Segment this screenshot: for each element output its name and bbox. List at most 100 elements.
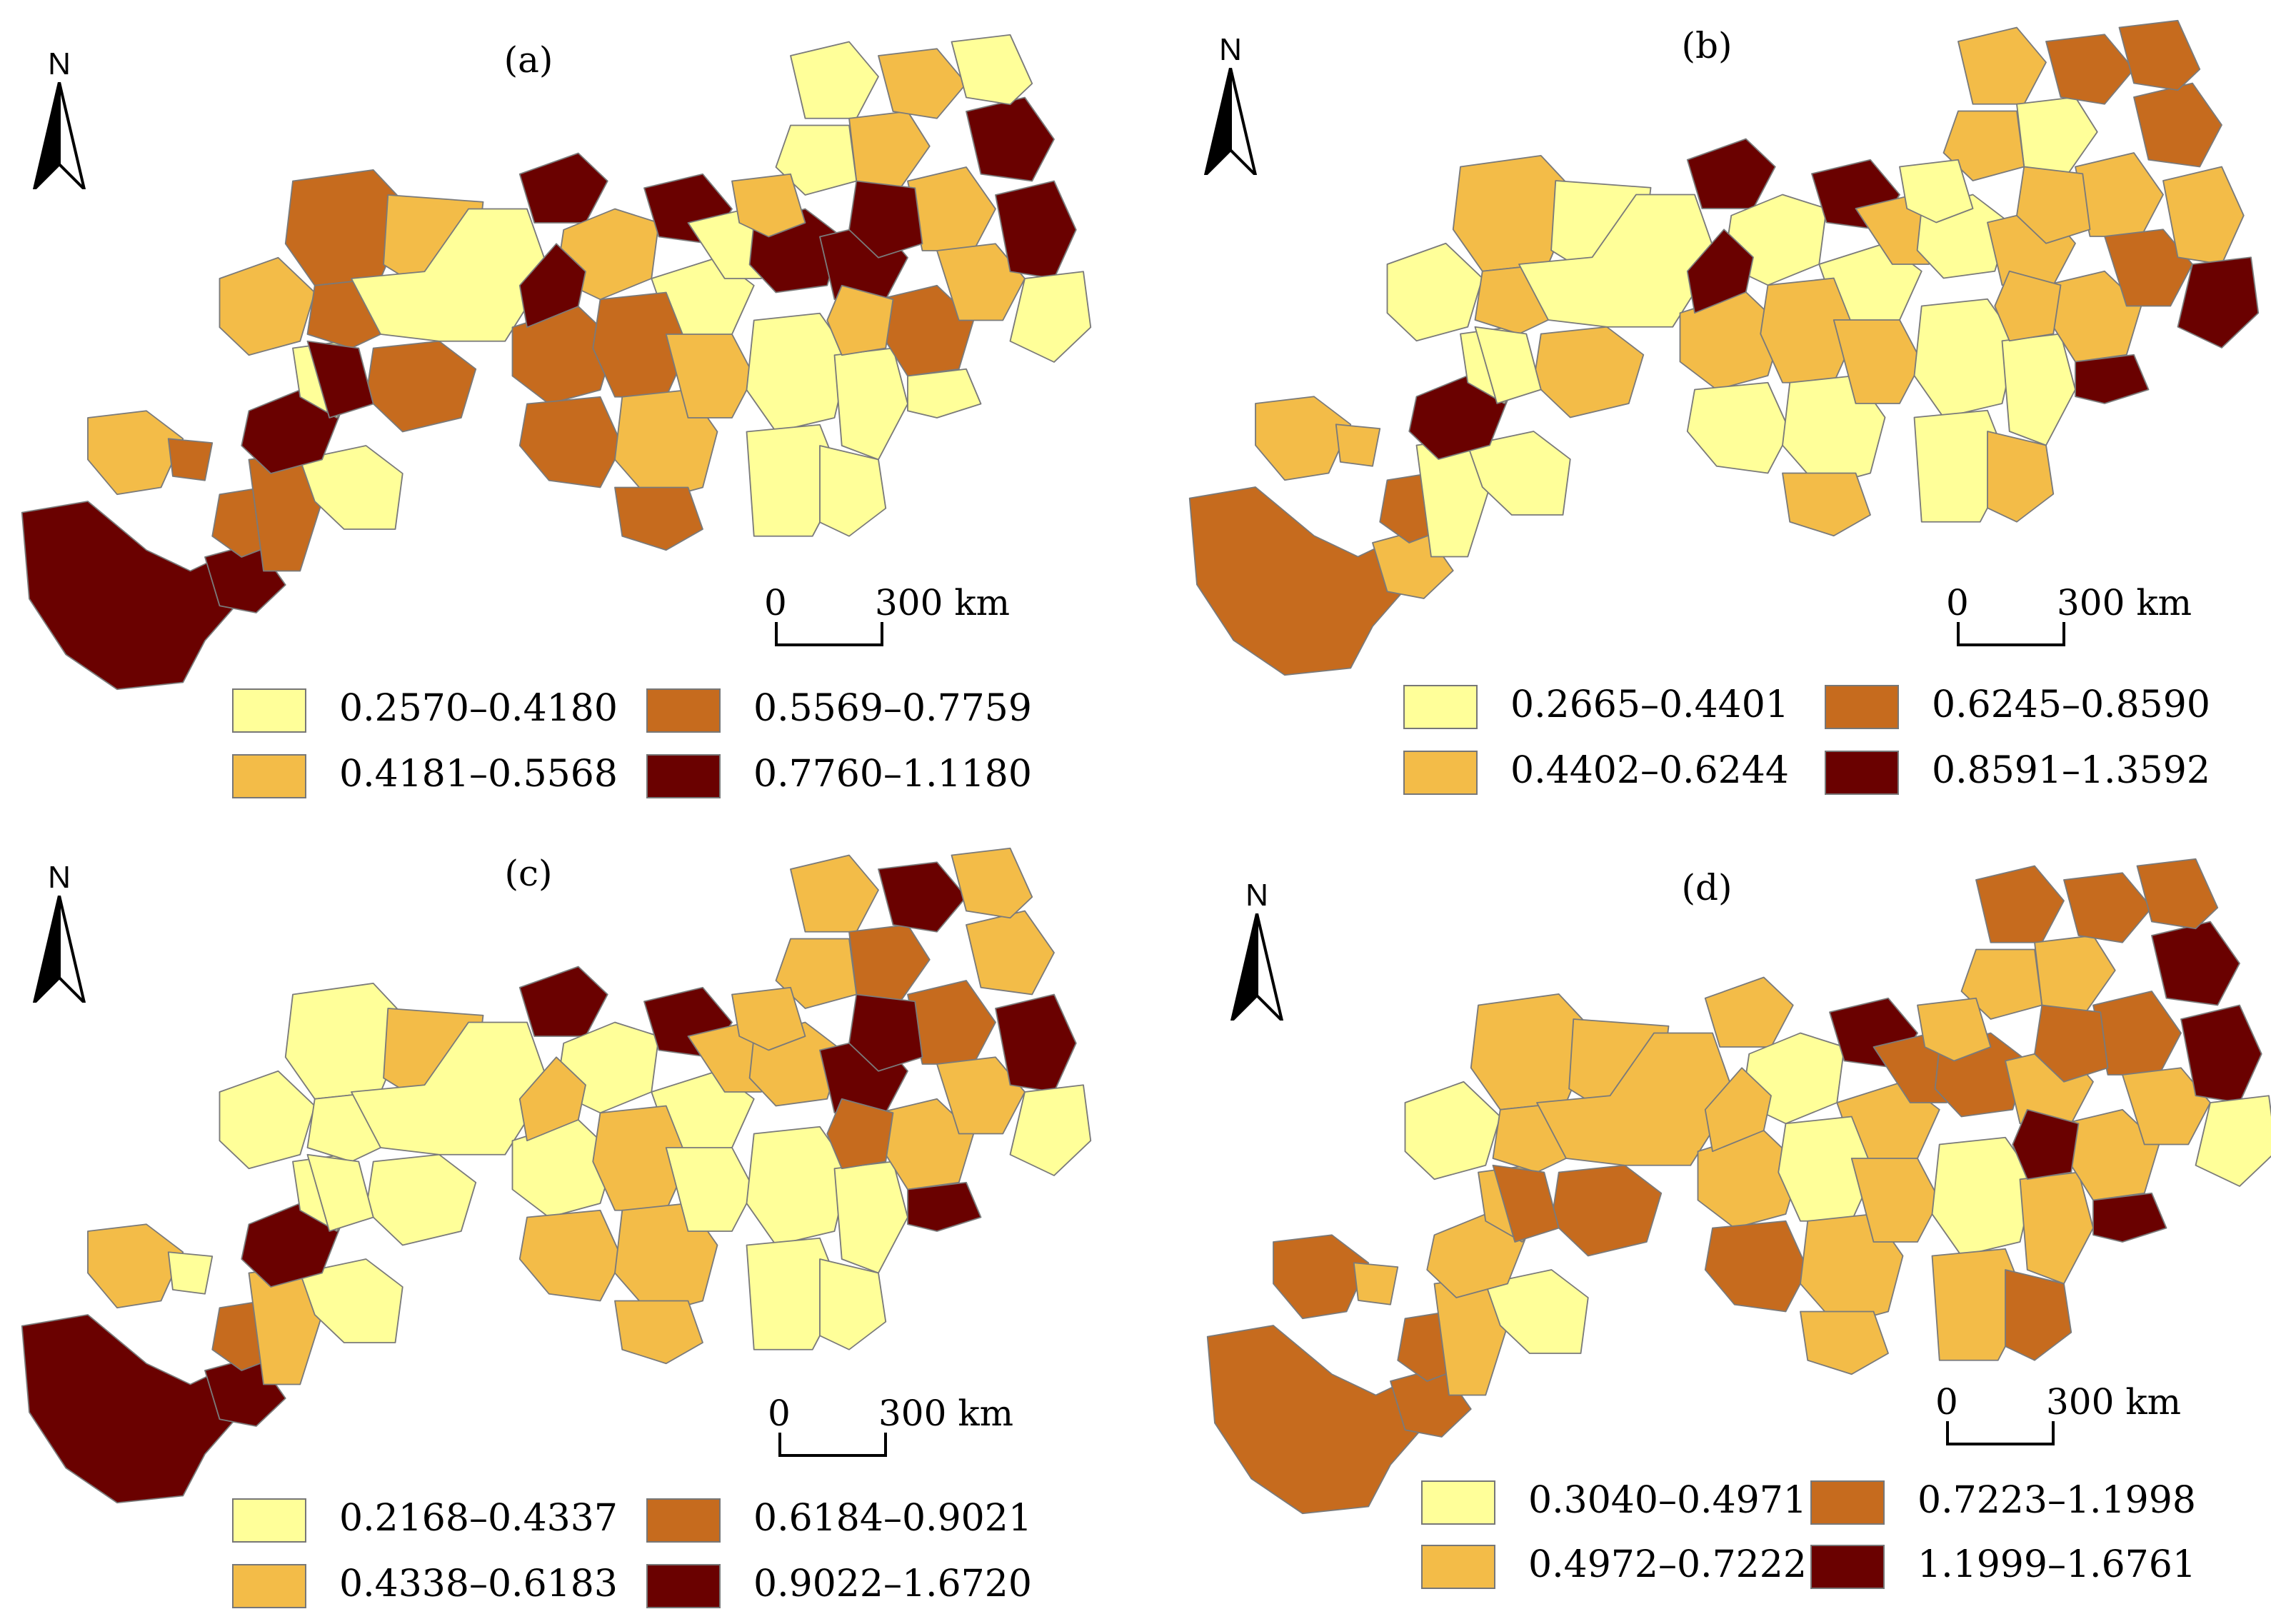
region-se-3	[835, 349, 908, 460]
scale-zero-label: 0	[1935, 1381, 1958, 1423]
legend-swatch	[1421, 1545, 1495, 1589]
region-ne-3	[878, 862, 966, 932]
legend-item-class4: 0.7760–1.1180	[646, 751, 1061, 801]
scale-bar-line	[778, 1433, 1036, 1461]
legend-item-class2: 0.4338–0.6183	[232, 1561, 646, 1611]
legend-swatch	[1810, 1545, 1885, 1589]
legend-item-class1: 0.3040–0.4971	[1421, 1478, 1835, 1528]
legend-label: 0.4972–0.7222	[1528, 1543, 1807, 1586]
legend-swatch	[1403, 685, 1478, 729]
region-se-3	[835, 1162, 908, 1273]
region-ne-9	[2178, 257, 2259, 348]
region-nw-1	[220, 258, 315, 356]
north-arrow: N	[27, 46, 91, 189]
region-isle-2	[169, 438, 213, 481]
region-se-4	[820, 446, 886, 536]
legend-swatch	[646, 1498, 721, 1543]
region-se-3	[2020, 1173, 2094, 1284]
legend-item-class3: 0.6184–0.9021	[646, 1495, 1061, 1545]
region-ne-6	[2152, 922, 2240, 1006]
region-ne-2	[849, 111, 930, 188]
scale-distance-label: 300 km	[878, 1393, 1013, 1434]
north-letter: N	[1198, 32, 1263, 68]
legend-swatch	[1810, 1480, 1885, 1525]
region-isle-2	[169, 1252, 213, 1294]
region-c-6	[520, 397, 623, 488]
legend-label: 0.5569–0.7759	[753, 687, 1032, 730]
legend-swatch	[1825, 751, 1899, 795]
scale-distance-label: 300 km	[875, 582, 1010, 623]
region-se-4	[820, 1259, 886, 1350]
region-ne-2	[849, 925, 930, 1001]
north-arrow: N	[1198, 32, 1263, 175]
region-c-6	[520, 1211, 623, 1301]
north-letter: N	[1225, 878, 1289, 913]
legend-item-class3: 0.6245–0.8590	[1825, 682, 2239, 732]
region-ne-10	[2120, 21, 2200, 91]
map-panel-a: (a) N 0 300 km 0.2570–0.4180 0.4181–0.55…	[0, 0, 1136, 810]
legend-label: 0.9022–1.6720	[753, 1563, 1032, 1605]
region-west-bulge	[22, 501, 242, 689]
legend-item-class4: 0.8591–1.3592	[1825, 748, 2239, 798]
legend-swatch	[1825, 685, 1899, 729]
region-c-6	[1705, 1221, 1808, 1312]
region-ne-2	[2035, 936, 2115, 1012]
legend-swatch	[646, 1564, 721, 1608]
map-panel-b: (b) N 0 300 km 0.2665–0.4401 0.4402–0.62…	[1136, 0, 2271, 810]
legend-item-class3: 0.7223–1.1998	[1810, 1478, 2225, 1528]
region-c-n-1	[1688, 139, 1775, 209]
region-nw-5	[366, 1155, 476, 1245]
region-ne-3	[878, 49, 966, 119]
region-ne-10	[2137, 859, 2218, 929]
scale-distance-label: 300 km	[2046, 1381, 2181, 1423]
north-arrow-icon	[1228, 913, 1285, 1021]
scale-bar: 0 300 km	[775, 582, 1032, 653]
panel-title: (a)	[504, 39, 553, 81]
region-e-4	[908, 369, 981, 418]
legend-label: 0.4338–0.6183	[339, 1563, 618, 1605]
scale-bar-line	[1946, 1421, 2203, 1450]
map-panel-d: (d) N 0 300 km 0.3040–0.4971 0.4972–0.72…	[1136, 810, 2271, 1620]
panel-title: (b)	[1681, 25, 1732, 66]
region-c-n-1	[520, 154, 608, 224]
legend-label: 0.6184–0.9021	[753, 1497, 1032, 1540]
legend-swatch	[232, 754, 306, 798]
region-isle-1	[1273, 1235, 1368, 1318]
region-isle-1	[88, 411, 183, 494]
region-e-4	[908, 1183, 981, 1231]
scale-zero-label: 0	[764, 582, 787, 623]
region-se-3	[2002, 334, 2076, 446]
scale-zero-label: 0	[768, 1393, 791, 1434]
north-arrow: N	[27, 860, 91, 1003]
legend-item-class1: 0.2168–0.4337	[232, 1495, 646, 1545]
region-nw-5	[366, 341, 476, 432]
legend: 0.2168–0.4337 0.4338–0.6183 0.6184–0.902…	[232, 1495, 1061, 1624]
legend-item-class1: 0.2570–0.4180	[232, 686, 646, 736]
north-arrow-icon	[31, 82, 88, 189]
legend-label: 0.2665–0.4401	[1510, 683, 1789, 726]
legend-label: 0.6245–0.8590	[1932, 683, 2210, 726]
scale-bar: 0 300 km	[778, 1393, 1036, 1464]
region-west-bulge	[22, 1315, 242, 1503]
region-nw-1	[220, 1071, 315, 1169]
region-c-8	[615, 488, 703, 551]
region-ne-1	[791, 856, 878, 932]
north-letter: N	[27, 46, 91, 82]
legend-swatch	[232, 1564, 306, 1608]
legend-item-class2: 0.4181–0.5568	[232, 751, 646, 801]
scale-distance-label: 300 km	[2057, 582, 2192, 623]
legend-label: 0.7760–1.1180	[753, 753, 1032, 796]
region-ne-3	[2046, 34, 2134, 104]
legend-label: 0.7223–1.1998	[1917, 1479, 2196, 1522]
region-ne-10	[952, 848, 1033, 918]
legend-label: 0.2570–0.4180	[339, 687, 618, 730]
legend-swatch	[646, 754, 721, 798]
region-ne-1	[1958, 28, 2046, 104]
panel-title: (d)	[1681, 867, 1732, 908]
region-c-n-1	[1705, 978, 1793, 1048]
region-c-8	[1783, 473, 1870, 536]
legend: 0.2665–0.4401 0.4402–0.6244 0.6245–0.859…	[1403, 682, 2232, 811]
legend-item-class2: 0.4972–0.7222	[1421, 1542, 1835, 1592]
north-arrow: N	[1225, 878, 1289, 1021]
legend-label: 0.3040–0.4971	[1528, 1479, 1807, 1522]
